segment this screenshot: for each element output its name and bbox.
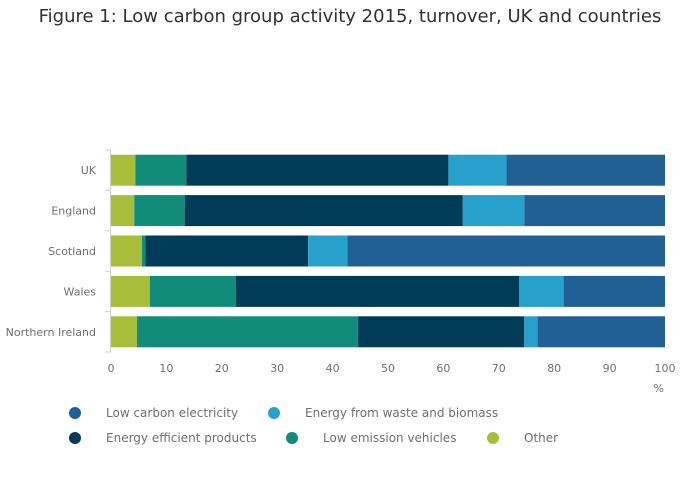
bar-segment xyxy=(111,154,136,186)
x-axis-label: % xyxy=(654,382,664,395)
legend-label: Other xyxy=(524,431,558,445)
bar-segment xyxy=(111,235,143,267)
bar-segment xyxy=(184,195,463,227)
bar-segment xyxy=(524,316,538,348)
x-tick-label: 70 xyxy=(492,362,506,375)
legend-label: Energy efficient products xyxy=(106,431,257,445)
legend-marker xyxy=(69,432,81,444)
x-tick-label: 20 xyxy=(215,362,229,375)
x-tick-label: 90 xyxy=(603,362,617,375)
x-tick-label: 60 xyxy=(436,362,450,375)
bar-segment xyxy=(135,154,187,186)
bar-segment xyxy=(537,316,665,348)
y-tick-label: Wales xyxy=(64,285,97,298)
bar-segment xyxy=(111,316,138,348)
bar-segment xyxy=(145,235,309,267)
bar-segment xyxy=(149,275,236,307)
bar-segment xyxy=(235,275,520,307)
bar-segment xyxy=(347,235,665,267)
y-tick-label: Scotland xyxy=(48,245,96,258)
bar-segment xyxy=(142,235,146,267)
bar-segment xyxy=(506,154,665,186)
x-tick-label: 30 xyxy=(270,362,284,375)
bar-segment xyxy=(186,154,449,186)
bar-segment xyxy=(519,275,564,307)
bar-segment xyxy=(358,316,525,348)
legend-label: Low carbon electricity xyxy=(106,406,238,420)
bar-segment xyxy=(137,316,359,348)
y-tick-label: Northern Ireland xyxy=(6,326,96,339)
legend-marker xyxy=(487,432,499,444)
x-tick-label: 10 xyxy=(159,362,173,375)
x-tick-label: 100 xyxy=(655,362,676,375)
legend: Low carbon electricity Energy from waste … xyxy=(69,406,558,445)
x-tick-label: 50 xyxy=(381,362,395,375)
bar-segment xyxy=(563,275,665,307)
bar-segment xyxy=(524,195,665,227)
y-tick-label: England xyxy=(51,205,96,218)
legend-label: Low emission vehicles xyxy=(323,431,456,445)
bar-segment xyxy=(308,235,348,267)
legend-marker xyxy=(268,407,280,419)
legend-label: Energy from waste and biomass xyxy=(305,406,498,420)
x-tick-label: 40 xyxy=(326,362,340,375)
y-tick-label: UK xyxy=(81,164,97,177)
y-axis: UK England Scotland Wales Northern Ireland xyxy=(6,149,111,353)
bar-segment xyxy=(111,195,135,227)
x-tick-label: 0 xyxy=(108,362,115,375)
x-axis: 0 10 20 30 40 50 60 70 80 90 100 xyxy=(108,362,676,375)
bars-group xyxy=(111,154,665,348)
bar-segment xyxy=(111,275,150,307)
legend-marker xyxy=(69,407,81,419)
legend-marker xyxy=(286,432,298,444)
bar-segment xyxy=(462,195,525,227)
x-tick-label: 80 xyxy=(547,362,561,375)
bar-segment xyxy=(134,195,185,227)
bar-segment xyxy=(448,154,507,186)
chart-title: Figure 1: Low carbon group activity 2015… xyxy=(38,6,662,27)
